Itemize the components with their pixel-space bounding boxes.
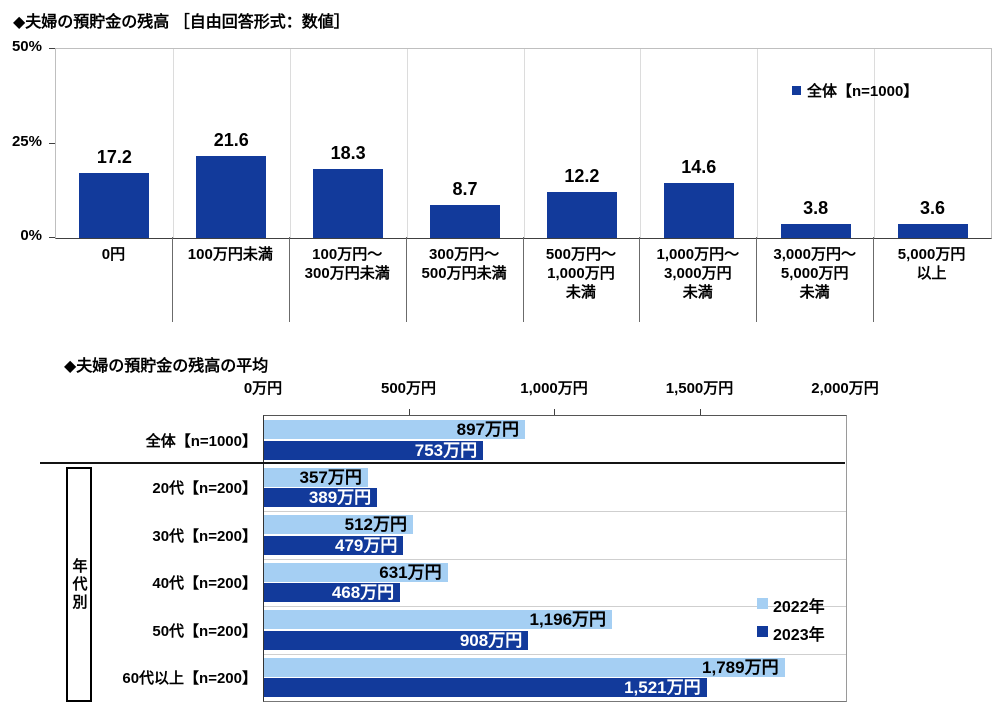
row-label: 60代以上【n=200】 [122,670,257,688]
bar-2023: 468万円 [264,583,401,602]
category-separator [522,237,524,322]
category-separator [756,237,758,322]
row-label: 20代【n=200】 [152,480,257,498]
category-separator [171,237,173,322]
bar-2023: 908万円 [264,630,529,650]
chart1-title: ◆夫婦の預貯金の残高 ［自由回答形式：数値］ [13,14,350,31]
chart1-legend-label: 全体【n=1000】 [807,83,919,100]
bar-value-label: 3.8 [803,197,829,218]
category-label: 300万円～ 500万円未満 [421,246,507,282]
chart2-plot-area: 897万円 753万円 357万円 389万円 512万円 479万円 631万円 468万円… [263,415,847,702]
bar-2022: 631万円 [264,562,448,582]
y-axis-tick-label: 50% [11,38,42,55]
y-axis-tick [49,142,55,144]
bar-2022: 897万円 [264,420,526,439]
bar-2023: 479万円 [264,535,404,555]
row-label: 全体【n=1000】 [145,432,257,450]
legend-swatch-total-icon [792,86,801,95]
gridline-vertical [523,49,525,238]
x-axis-tick-label: 500万円 [380,380,437,397]
x-axis-tick-label: 2,000万円 [811,380,879,397]
row-separator [264,653,846,655]
category-label: 100万円～ 300万円未満 [304,246,390,282]
bar-value-label: 8.7 [452,179,478,200]
gridline-vertical [406,49,408,238]
zentai-separator-line [40,461,845,464]
x-axis-tick [554,409,555,415]
chart2-title: ◆夫婦の預貯金の残高の平均 [64,358,269,375]
row-separator [264,558,846,560]
bar-total [196,156,267,238]
bar-total [780,223,851,238]
row-separator [264,511,846,512]
bar-value-label: 21.6 [213,130,249,151]
age-group-label: 年代別 [70,557,88,612]
gridline-vertical [874,49,876,238]
category-label: 0円 [101,246,126,263]
category-label: 5,000万円 以上 [897,246,966,282]
bar-value-label: 3.6 [920,198,946,219]
category-separator [288,237,290,322]
x-axis-tick-label: 1,500万円 [665,380,734,397]
bar-2023: 1,521万円 [264,678,707,697]
category-separator [873,237,875,322]
gridline-vertical [640,49,642,238]
age-group-box: 年代別 [66,467,92,702]
gridline-vertical [172,49,174,238]
category-label: 100万円未満 [187,246,273,263]
bar-value-label: 12.2 [564,165,600,186]
row-label: 50代【n=200】 [152,622,257,640]
bar-total [79,172,150,238]
x-axis-tick-label: 1,000万円 [520,380,588,397]
bar-2022: 512万円 [264,515,413,534]
y-axis-tick [49,237,55,238]
category-separator [405,237,407,322]
legend-swatch-2023-icon [757,626,768,637]
bar-total [430,205,501,238]
bar-2023: 753万円 [264,440,484,460]
bar-total [313,168,384,238]
bar-total [897,224,968,238]
bar-value-label: 17.2 [96,146,132,167]
chart1-legend: 全体【n=1000】 [792,80,918,101]
y-axis-tick-label: 25% [11,132,42,150]
chart2-legend-label: 2023年 [773,627,825,644]
category-label: 3,000万円～ 5,000万円 未満 [773,246,856,301]
category-label: 500万円～ 1,000万円 未満 [545,246,616,301]
legend-swatch-2022-icon [757,598,768,609]
bar-2022: 357万円 [264,467,368,487]
gridline-vertical [289,49,291,238]
y-axis-tick [49,48,55,49]
category-separator [639,237,641,322]
bar-value-label: 14.6 [681,156,717,177]
bar-2022: 1,789万円 [264,657,785,677]
row-label: 30代【n=200】 [152,527,257,545]
category-label: 1,000万円～ 3,000万円 未満 [656,246,740,301]
x-axis-tick [699,409,701,415]
bar-value-label: 18.3 [330,142,366,163]
x-axis-tick [408,409,410,415]
row-label: 40代【n=200】 [152,575,257,593]
chart2-legend-label: 2022年 [773,599,825,616]
gridline-vertical [757,49,759,238]
bar-total [546,191,617,238]
bar-total [663,182,734,238]
x-axis-tick-label: 0万円 [243,380,283,397]
row-separator [264,606,846,607]
bar-2023: 389万円 [264,488,378,507]
bar-2022: 1,196万円 [264,610,613,629]
chart1-plot-area: 17.2 21.6 18.3 8.7 12.2 14.6 3.8 3.6 [55,48,992,239]
y-axis-tick-label: 0% [20,227,42,244]
